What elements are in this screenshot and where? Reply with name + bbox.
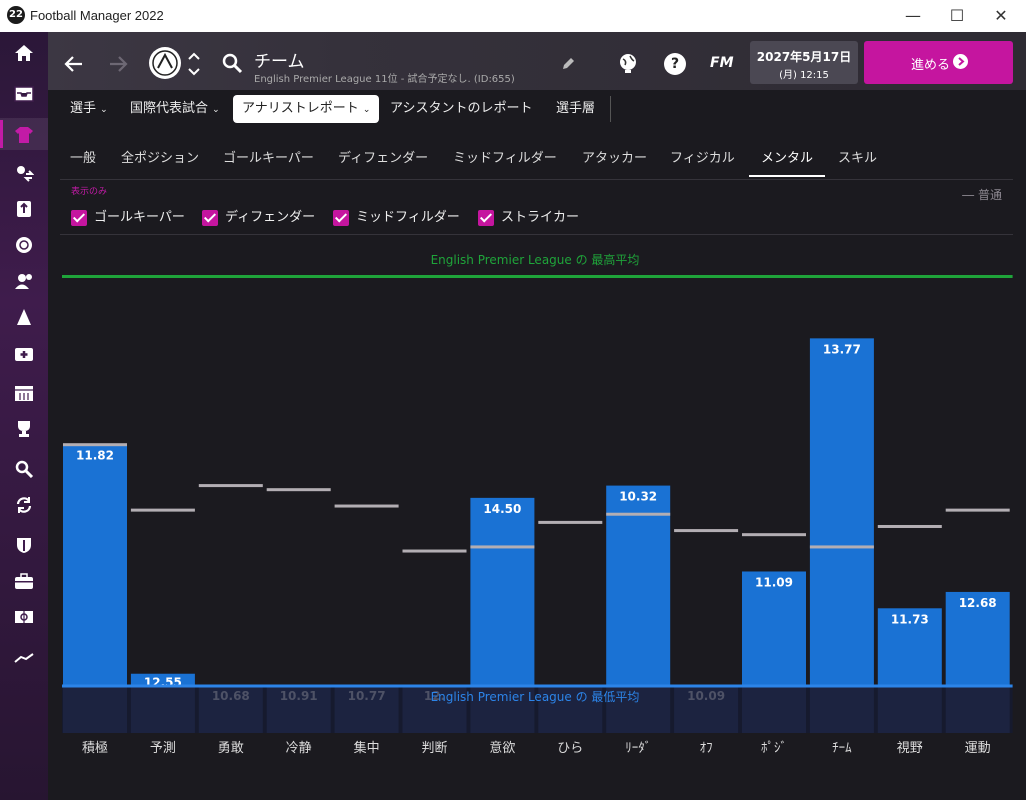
app-icon: 22 <box>7 6 25 24</box>
dynamics-icon[interactable] <box>0 192 48 224</box>
divider <box>60 179 1013 180</box>
forward-arrow-icon[interactable] <box>106 52 130 76</box>
tab-divider <box>610 96 611 122</box>
checkbox-defender[interactable]: ディフェンダー <box>202 206 315 226</box>
checkbox-striker[interactable]: ストライカー <box>478 206 579 226</box>
help-icon[interactable]: ? <box>664 53 686 75</box>
x-axis-tick-label: 冷静 <box>285 741 312 756</box>
window-title: Football Manager 2022 <box>30 8 164 23</box>
subtab-general[interactable]: 一般 <box>70 151 97 166</box>
x-axis-tick-label: ﾁｰﾑ <box>832 741 852 756</box>
edit-pencil-icon[interactable] <box>560 56 576 72</box>
home-icon[interactable] <box>0 36 48 68</box>
minimize-icon[interactable]: — <box>905 6 921 25</box>
page-title: チーム <box>254 52 305 72</box>
page-subtitle: English Premier League 11位 - 試合予定なし. (ID… <box>254 74 515 85</box>
checkbox-icon <box>333 209 349 226</box>
scouting-icon[interactable] <box>0 452 48 484</box>
subtab-goalkeeper[interactable]: ゴールキーパー <box>223 151 314 166</box>
finances-icon[interactable] <box>0 564 48 596</box>
divider <box>60 234 1013 235</box>
tactics-icon[interactable] <box>0 228 48 260</box>
show-only-label: 表示のみ <box>71 187 108 197</box>
x-axis-tick-label: ひら <box>557 741 584 756</box>
tab-international[interactable]: 国際代表試合 ⌄ <box>130 101 220 116</box>
x-axis-tick-label: 視野 <box>896 741 923 756</box>
transfer-market-icon[interactable] <box>0 488 48 520</box>
development-icon[interactable] <box>0 640 48 672</box>
checkbox-midfielder[interactable]: ミッドフィルダー <box>333 206 460 226</box>
fm-menu-button[interactable]: FM <box>710 55 734 71</box>
search-icon[interactable] <box>221 52 243 74</box>
main-panel <box>48 90 1026 800</box>
continue-label: 進める <box>911 58 951 73</box>
checkbox-icon <box>71 209 87 226</box>
tab-players[interactable]: 選手 ⌄ <box>70 101 108 116</box>
club-crest-icon[interactable] <box>148 46 182 80</box>
x-axis-tick-label: 予測 <box>149 741 176 756</box>
checkbox-icon <box>202 209 218 226</box>
date-box[interactable]: 2027年5月17日 (月) 12:15 <box>750 41 858 84</box>
subtab-skills[interactable]: スキル <box>838 151 878 166</box>
x-axis-tick-label: ｵﾌ <box>699 741 713 756</box>
time-text: (月) 12:15 <box>779 70 829 81</box>
world-icon[interactable] <box>617 52 639 74</box>
chevron-down-icon: ⌄ <box>212 105 220 115</box>
chevron-down-icon: ⌄ <box>100 105 108 115</box>
continue-arrow-icon <box>953 54 968 69</box>
medical-icon[interactable] <box>0 336 48 368</box>
transfers-icon[interactable] <box>0 156 48 188</box>
checkbox-goalkeeper[interactable]: ゴールキーパー <box>71 206 185 226</box>
subtab-physical[interactable]: フィジカル <box>670 151 735 166</box>
training-icon[interactable] <box>0 300 48 332</box>
x-axis-tick-label: 集中 <box>353 741 380 756</box>
tab-depth-chart[interactable]: 選手層 <box>556 101 596 116</box>
x-axis-tick-label: ﾎﾟｼﾞ <box>761 741 787 756</box>
maximize-icon[interactable]: ☐ <box>949 6 965 25</box>
x-axis-tick-label: 判断 <box>421 741 448 756</box>
close-icon[interactable]: ✕ <box>994 6 1008 25</box>
x-axis-tick-label: 積極 <box>81 741 108 756</box>
x-axis-tick-label: 意欲 <box>489 741 516 756</box>
x-axis-tick-label: 勇敢 <box>217 741 244 756</box>
subtab-mental[interactable]: メンタル <box>749 147 825 177</box>
competitions-icon[interactable] <box>0 412 48 444</box>
legend-normal: ― 普通 <box>962 188 1002 202</box>
x-axis-tick-label: ﾘｰﾀﾞ <box>625 741 652 756</box>
inbox-icon[interactable] <box>0 76 48 108</box>
subtab-midfielder[interactable]: ミッドフィルダー <box>453 151 557 166</box>
club-switch-chevron-icon[interactable] <box>186 50 202 78</box>
schedule-icon[interactable] <box>0 376 48 408</box>
club-vision-icon[interactable] <box>0 528 48 560</box>
tab-assistant-report[interactable]: アシスタントのレポート <box>390 101 533 116</box>
checkbox-icon <box>478 209 494 226</box>
date-text: 2027年5月17日 <box>756 50 852 64</box>
back-arrow-icon[interactable] <box>62 52 86 76</box>
subtab-all-positions[interactable]: 全ポジション <box>121 151 200 166</box>
staff-icon[interactable] <box>0 264 48 296</box>
tab-analyst-report[interactable]: アナリストレポート ⌄ <box>233 95 380 123</box>
subtab-attacker[interactable]: アタッカー <box>582 151 648 166</box>
squad-icon[interactable] <box>0 118 48 150</box>
header <box>48 32 1026 90</box>
data-hub-icon[interactable] <box>0 600 48 632</box>
continue-button[interactable]: 進める <box>864 41 1013 84</box>
x-axis-tick-label: 運動 <box>964 741 991 756</box>
title-bar: 22 Football Manager 2022 — ☐ ✕ <box>0 0 1026 32</box>
sidebar <box>0 32 48 800</box>
subtab-defender[interactable]: ディフェンダー <box>338 151 429 166</box>
chevron-down-icon: ⌄ <box>362 105 371 115</box>
